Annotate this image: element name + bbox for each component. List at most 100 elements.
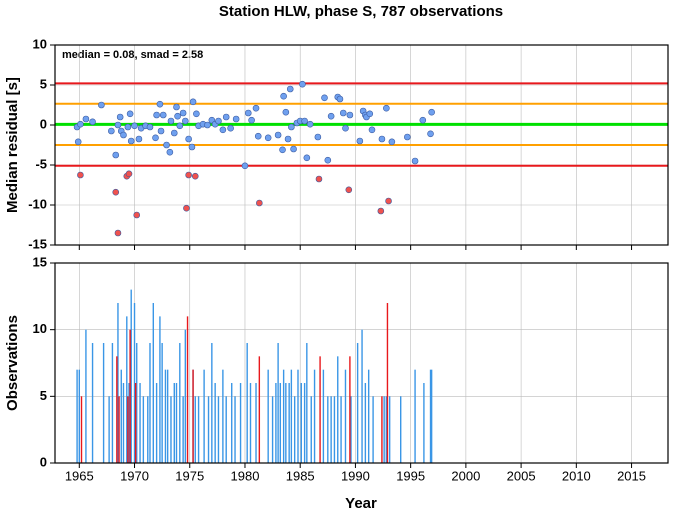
point <box>189 98 197 106</box>
point <box>166 148 174 156</box>
y-axis-label: Median residual [s] <box>4 77 21 213</box>
point <box>167 117 175 125</box>
y-tick-label: 5 <box>40 388 47 403</box>
point <box>135 135 143 143</box>
point <box>411 157 419 165</box>
point <box>215 117 222 125</box>
point <box>427 130 434 138</box>
point <box>176 122 184 130</box>
point <box>227 124 234 132</box>
point <box>303 154 311 162</box>
point <box>254 132 262 140</box>
point <box>241 162 249 170</box>
point <box>346 111 354 119</box>
point <box>314 133 322 141</box>
point <box>126 110 134 118</box>
point <box>131 122 138 130</box>
point <box>125 170 133 178</box>
point <box>244 109 252 117</box>
point <box>327 112 335 120</box>
plot-frame <box>54 262 669 464</box>
point <box>170 129 178 137</box>
point <box>120 131 127 139</box>
x-axis-label: Year <box>345 495 377 511</box>
point <box>133 211 141 219</box>
x-tick-label: 1970 <box>120 468 149 483</box>
y-tick-label: 5 <box>40 76 47 91</box>
point <box>428 108 435 116</box>
y-axis-label: Observations <box>4 315 21 411</box>
point <box>174 112 181 120</box>
point <box>182 117 189 125</box>
chart-title: Station HLW, phase S, 787 observations <box>219 3 503 20</box>
point <box>98 101 105 109</box>
point <box>274 131 282 139</box>
y-tick-label: 10 <box>33 321 47 336</box>
y-tick-label: -15 <box>28 236 47 251</box>
point <box>173 103 180 111</box>
point <box>185 135 192 143</box>
point <box>404 133 411 141</box>
point <box>321 94 328 102</box>
point <box>191 172 199 180</box>
y-tick-label: 10 <box>33 36 47 51</box>
point <box>299 80 306 88</box>
y-tick-label: 0 <box>40 116 47 131</box>
point <box>306 120 314 128</box>
point <box>378 135 386 143</box>
x-tick-label: 2005 <box>507 468 536 483</box>
point <box>89 118 96 126</box>
x-tick-label: 1995 <box>396 468 425 483</box>
point <box>114 229 122 237</box>
point <box>290 145 297 153</box>
point <box>342 124 349 132</box>
point <box>377 207 385 215</box>
point <box>385 197 392 205</box>
x-tick-label: 2015 <box>617 468 646 483</box>
point <box>193 110 200 118</box>
point <box>339 109 347 117</box>
point <box>127 137 135 145</box>
point <box>157 127 165 135</box>
y-tick-label: -5 <box>35 156 47 171</box>
point <box>288 123 295 131</box>
annotation: median = 0.08, smad = 2.58 <box>62 49 203 61</box>
point <box>163 141 170 149</box>
point <box>301 117 308 125</box>
point <box>279 146 286 154</box>
x-tick-label: 1975 <box>175 468 204 483</box>
point <box>383 104 390 112</box>
point <box>252 104 260 112</box>
point <box>77 171 84 179</box>
point <box>204 121 211 129</box>
point <box>179 109 187 117</box>
point <box>112 151 120 159</box>
point <box>388 138 396 146</box>
point <box>153 111 160 119</box>
x-tick-label: 1985 <box>286 468 315 483</box>
point <box>356 137 364 145</box>
point <box>286 85 294 93</box>
point <box>315 175 323 183</box>
x-tick-label: 2010 <box>562 468 591 483</box>
point <box>159 111 167 119</box>
point <box>366 110 374 118</box>
point <box>188 143 196 151</box>
point <box>116 113 124 121</box>
point <box>419 116 427 124</box>
point <box>146 123 154 131</box>
y-tick-label: -10 <box>28 196 47 211</box>
point <box>74 138 82 146</box>
point <box>345 186 353 194</box>
point <box>152 134 159 142</box>
point <box>280 92 287 100</box>
point <box>183 204 190 212</box>
x-tick-label: 2000 <box>451 468 480 483</box>
point <box>82 115 90 123</box>
point <box>185 171 192 179</box>
point <box>222 113 230 121</box>
point <box>284 135 292 143</box>
point <box>264 134 272 142</box>
point <box>124 123 132 131</box>
